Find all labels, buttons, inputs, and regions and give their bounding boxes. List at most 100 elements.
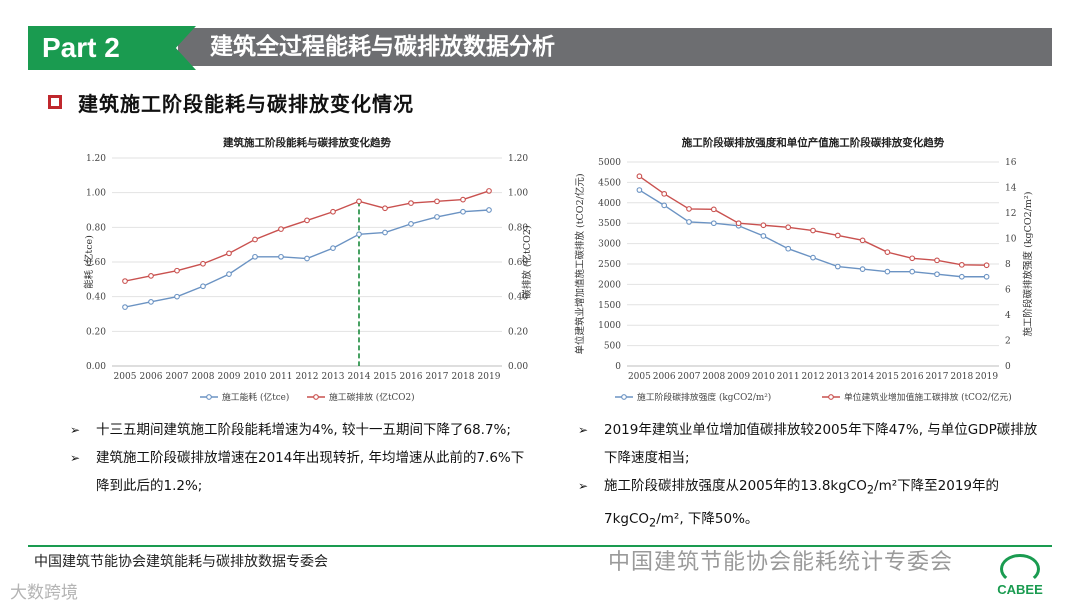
bullets-right: ➢ 2019年建筑业单位增加值碳排放较2005年下降47%, 与单位GDP碳排放…	[574, 416, 1044, 537]
x-tick: 2019	[975, 372, 998, 382]
bullet-text: 建筑施工阶段碳排放增速在2014年出现转折, 年均增速从此前的7.6%下降到此后…	[96, 450, 525, 494]
data-point	[636, 187, 643, 193]
chart-carbon-intensity: 施工阶段碳排放强度和单位产值施工阶段碳排放变化趋势 0 500 1000 1500 200…	[565, 128, 1045, 408]
data-point	[460, 196, 466, 203]
data-point	[122, 278, 128, 284]
y-tick-right: 0	[1005, 362, 1011, 372]
chart-construction-energy-carbon: 建筑施工阶段能耗与碳排放变化趋势 0.00 0.20 0.40 0.60 0.80 1.00…	[80, 128, 540, 408]
y-tick-left: 1500	[598, 301, 621, 311]
bullet-text: 十三五期间建筑施工阶段能耗增速为4%, 较十一五期间下降了68.7%;	[96, 422, 511, 438]
data-point	[356, 231, 362, 238]
data-point	[330, 245, 336, 251]
y-tick-right: 0.60	[508, 258, 528, 268]
square-bullet-icon	[48, 95, 62, 109]
data-point	[408, 221, 414, 227]
chart-svg: 建筑施工阶段能耗与碳排放变化趋势 0.00 0.20 0.40 0.60 0.80 1.00…	[83, 136, 533, 403]
data-point	[382, 205, 388, 212]
data-point	[252, 253, 258, 260]
y-tick-left: 0	[615, 362, 621, 372]
data-point	[486, 188, 492, 194]
y-tick-right: 6	[1005, 286, 1011, 296]
data-point	[710, 206, 717, 213]
series-line	[124, 190, 490, 282]
arrow-bullet-icon: ➢	[70, 451, 81, 465]
x-tick: 2016	[400, 372, 423, 382]
y-tick-left: 2500	[598, 260, 621, 270]
header-background	[178, 28, 1052, 66]
data-point	[810, 227, 816, 234]
x-tick: 2012	[296, 372, 319, 382]
x-tick: 2015	[374, 372, 397, 382]
x-tick: 2017	[426, 372, 449, 382]
x-tick: 2017	[926, 372, 949, 382]
data-point	[884, 249, 891, 256]
data-point	[434, 214, 440, 220]
data-point	[408, 200, 414, 206]
section-heading: 建筑施工阶段能耗与碳排放变化情况	[48, 88, 414, 116]
y-tick-left: 0.00	[86, 362, 106, 372]
section-title: 建筑施工阶段能耗与碳排放变化情况	[78, 91, 414, 116]
y-tick-left: 3000	[598, 240, 621, 250]
chart-title: 施工阶段碳排放强度和单位产值施工阶段碳排放变化趋势	[682, 136, 945, 149]
x-tick: 2013	[322, 372, 345, 382]
logo-text: CABEE	[997, 582, 1043, 597]
legend-label: 单位建筑业增加值施工碳排放 (tCO2/亿元)	[844, 391, 1012, 403]
x-tick: 2014	[851, 372, 874, 382]
legend-label: 施工碳排放 (亿tCO2)	[329, 391, 415, 403]
y-tick-right: 0.80	[508, 223, 528, 233]
data-point	[834, 263, 841, 270]
logo-ring-icon	[1000, 554, 1040, 584]
legend-marker	[828, 394, 834, 400]
y-tick-left: 0.60	[86, 258, 106, 268]
x-tick: 2012	[802, 372, 825, 382]
data-point	[686, 206, 692, 212]
data-point	[760, 233, 767, 239]
x-tick: 2010	[244, 372, 267, 382]
data-point	[330, 208, 336, 215]
y-tick-left: 1000	[598, 321, 621, 331]
data-point	[226, 271, 232, 277]
y-tick-right: 0.20	[508, 327, 528, 337]
data-point	[174, 267, 180, 274]
cabee-logo: CABEE	[990, 554, 1050, 602]
chart-svg: 施工阶段碳排放强度和单位产值施工阶段碳排放变化趋势 0 500 1000 1500 200…	[574, 136, 1034, 403]
x-tick: 2008	[702, 372, 725, 382]
y-tick-right: 2	[1005, 337, 1011, 347]
x-tick: 2011	[777, 372, 800, 382]
x-tick: 2011	[270, 372, 293, 382]
arrow-bullet-icon: ➢	[578, 423, 589, 437]
bullet-item: ➢ 建筑施工阶段碳排放增速在2014年出现转折, 年均增速从此前的7.6%下降到…	[66, 444, 536, 500]
data-point	[200, 283, 206, 290]
x-tick: 2015	[876, 372, 899, 382]
bullet-text-post: /m², 下降50%。	[656, 510, 759, 527]
data-point	[356, 198, 362, 205]
arrow-bullet-icon: ➢	[578, 479, 589, 493]
subscript: 2	[866, 483, 875, 497]
data-point	[382, 229, 388, 236]
bullet-text-pre: 施工阶段碳排放强度从2005年的13.8kgCO	[604, 478, 867, 494]
x-tick: 2016	[901, 372, 924, 382]
data-point	[735, 220, 742, 227]
data-point	[174, 293, 180, 300]
data-point	[686, 219, 692, 225]
legend-label: 施工能耗 (亿tce)	[222, 391, 289, 403]
x-tick: 2010	[752, 372, 775, 382]
data-point	[661, 190, 668, 197]
data-point	[983, 262, 990, 269]
y-tick-right: 8	[1005, 260, 1011, 270]
y-tick-left: 0.80	[86, 223, 106, 233]
data-point	[760, 222, 767, 229]
data-point	[661, 202, 668, 209]
bullet-text-mid: /m²下降至2019年的7kgCO	[604, 478, 999, 527]
data-point	[983, 273, 990, 280]
data-point	[148, 273, 154, 279]
data-point	[958, 261, 965, 268]
bullet-item: ➢ 施工阶段碳排放强度从2005年的13.8kgCO2/m²下降至2019年的7…	[574, 472, 1044, 537]
legend-marker	[313, 394, 319, 400]
data-point	[148, 299, 154, 305]
y-tick-left: 0.40	[86, 293, 106, 303]
y-tick-right: 10	[1005, 235, 1017, 245]
data-point	[958, 273, 965, 280]
data-point	[434, 198, 440, 205]
data-point	[834, 232, 841, 239]
